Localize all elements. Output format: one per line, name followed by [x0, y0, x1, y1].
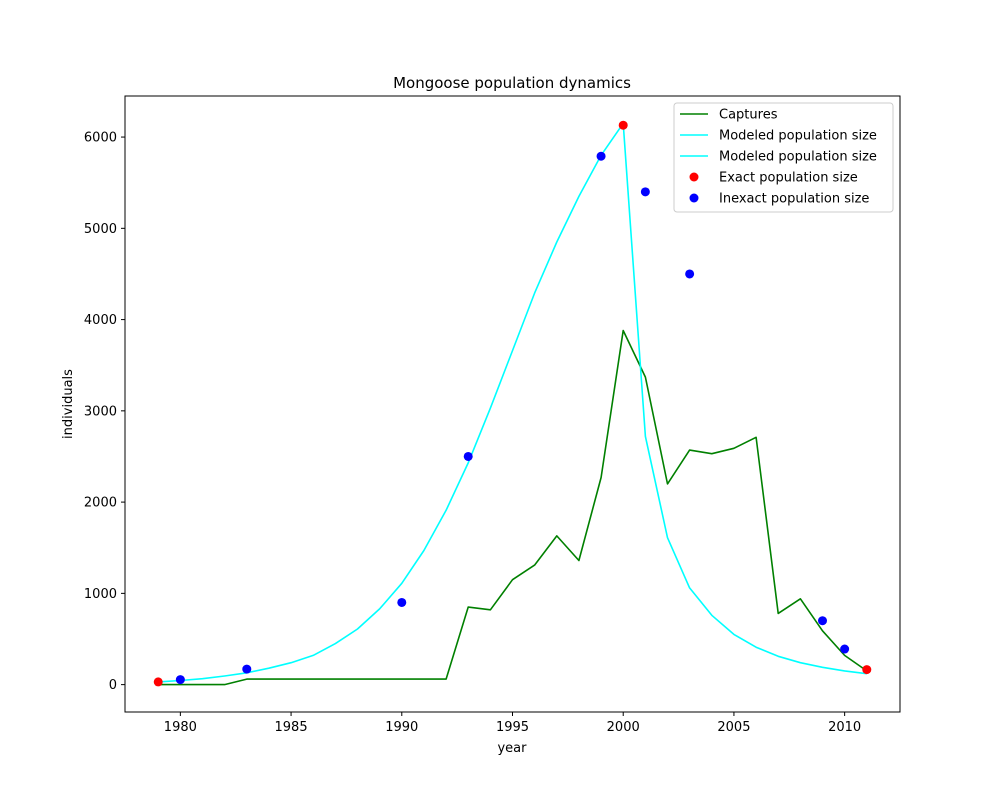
y-tick-label: 1000 — [84, 587, 117, 602]
point-inexact-population-size — [640, 187, 650, 197]
x-tick-label: 2000 — [607, 720, 640, 735]
x-tick-label: 2005 — [717, 720, 750, 735]
point-inexact-population-size — [596, 151, 606, 161]
y-tick-label: 2000 — [84, 496, 117, 511]
point-inexact-population-size — [463, 451, 473, 461]
point-exact-population-size — [153, 677, 163, 687]
y-tick-label: 6000 — [84, 131, 117, 146]
x-tick-label: 1995 — [496, 720, 529, 735]
legend-label: Exact population size — [719, 171, 858, 186]
y-tick-label: 4000 — [84, 313, 117, 328]
series-line-modeled-population-size-1 — [158, 122, 624, 683]
point-exact-population-size — [862, 665, 872, 675]
point-inexact-population-size — [818, 616, 827, 626]
legend-swatch — [689, 193, 699, 203]
point-inexact-population-size — [397, 597, 407, 607]
legend-label: Modeled population size — [719, 129, 877, 144]
y-tick-label: 3000 — [84, 404, 117, 419]
series-line-captures-0 — [158, 329, 868, 686]
legend-label: Inexact population size — [719, 192, 869, 207]
point-inexact-population-size — [242, 664, 252, 674]
y-axis: 0 1000 2000 3000 4000 5000 6000 — [84, 131, 125, 693]
point-inexact-population-size — [840, 644, 850, 654]
legend-swatch — [689, 172, 699, 182]
x-tick-label: 2010 — [828, 720, 861, 735]
x-axis-label: year — [497, 741, 527, 756]
y-axis-label: individuals — [61, 369, 76, 439]
y-tick-label: 5000 — [84, 222, 117, 237]
legend-label: Modeled population size — [719, 150, 877, 165]
plot-area — [153, 120, 872, 687]
legend-label: Captures — [719, 108, 778, 123]
x-tick-label: 1990 — [385, 720, 418, 735]
legend-box — [673, 102, 894, 213]
series-line-modeled-population-size-2 — [622, 123, 867, 675]
point-inexact-population-size — [685, 269, 695, 279]
chart-title: Mongoose population dynamics — [393, 74, 631, 92]
legend: Captures Modeled population size Modeled p… — [673, 102, 894, 213]
point-exact-population-size — [618, 120, 628, 130]
y-tick-label: 0 — [109, 678, 117, 693]
x-tick-label: 1985 — [275, 720, 308, 735]
x-tick-label: 1980 — [164, 720, 197, 735]
plot-frame — [124, 95, 901, 713]
point-inexact-population-size — [175, 675, 185, 685]
x-axis: 1980 1985 1990 1995 2000 2005 2010 — [164, 712, 861, 735]
